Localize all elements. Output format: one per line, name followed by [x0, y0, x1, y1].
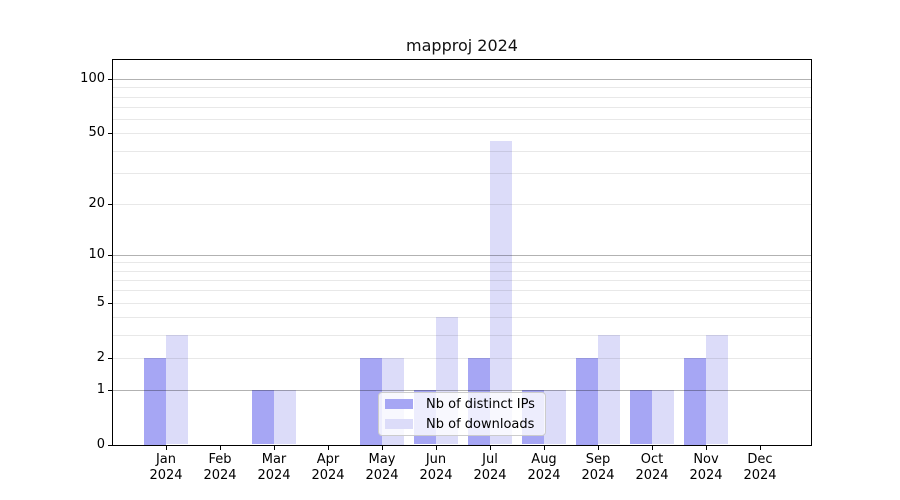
gridline-70 [113, 107, 811, 108]
gridline-8 [113, 270, 811, 272]
bar-ips-nov [684, 357, 706, 445]
xtick-label-oct: Oct 2024 [635, 452, 669, 483]
bar-downloads-aug [544, 389, 566, 445]
xtick-label-jan: Jan 2024 [149, 452, 183, 483]
xtick-label-jul: Jul 2024 [473, 452, 507, 483]
ytick-mark-100 [108, 79, 112, 81]
ytick-mark-5 [108, 302, 112, 304]
ytick-label-1: 1 [96, 381, 105, 397]
bar-downloads-oct [652, 389, 674, 445]
xtick-label-dec: Dec 2024 [743, 452, 777, 483]
xtick-mark-jul [490, 446, 491, 450]
gridline-3 [113, 334, 811, 336]
xtick-mark-oct [652, 446, 653, 450]
ytick-mark-0 [108, 444, 112, 446]
bar-downloads-mar [274, 389, 296, 445]
xtick-label-may: May 2024 [365, 452, 399, 483]
chart-title: mapproj 2024 [406, 36, 518, 55]
gridline-30 [113, 172, 811, 174]
gridline-40 [113, 150, 811, 152]
ytick-label-50: 50 [88, 125, 105, 141]
bar-ips-mar [252, 389, 274, 445]
legend: Nb of distinct IPs Nb of downloads [378, 392, 546, 436]
xtick-label-mar: Mar 2024 [257, 452, 291, 483]
bar-downloads-jul [490, 141, 512, 445]
ytick-label-100: 100 [80, 71, 105, 87]
gridline-1 [113, 389, 811, 391]
legend-item-downloads: Nb of downloads [385, 414, 537, 434]
ytick-mark-10 [108, 254, 112, 256]
gridline-2 [113, 357, 811, 359]
ytick-mark-50 [108, 133, 112, 135]
xtick-mark-dec [760, 446, 761, 450]
plot-area [112, 59, 812, 446]
xtick-mark-apr [328, 446, 329, 450]
xtick-mark-jun [436, 446, 437, 450]
gridline-10 [113, 254, 811, 256]
gridline-9 [113, 262, 811, 264]
xtick-mark-nov [706, 446, 707, 450]
xtick-mark-aug [544, 446, 545, 450]
legend-swatch-downloads [385, 419, 413, 429]
gridline-7 [113, 279, 811, 281]
gridline-20 [113, 203, 811, 205]
bar-downloads-jan [166, 334, 188, 445]
xtick-mark-mar [274, 446, 275, 450]
bar-downloads-nov [706, 334, 728, 445]
ytick-label-2: 2 [96, 349, 105, 365]
xtick-mark-feb [220, 446, 221, 450]
gridline-60 [113, 119, 811, 120]
xtick-mark-sep [598, 446, 599, 450]
bar-ips-sep [576, 357, 598, 445]
xtick-mark-jan [166, 446, 167, 450]
ytick-mark-20 [108, 203, 112, 205]
ytick-label-5: 5 [96, 294, 105, 310]
gridline-80 [113, 96, 811, 98]
xtick-label-apr: Apr 2024 [311, 452, 345, 483]
legend-swatch-distinct-ips [385, 399, 413, 409]
gridline-6 [113, 290, 811, 292]
legend-label-distinct-ips: Nb of distinct IPs [426, 396, 535, 412]
xtick-label-nov: Nov 2024 [689, 452, 723, 483]
xtick-label-feb: Feb 2024 [203, 452, 237, 483]
ytick-label-0: 0 [96, 436, 105, 452]
bar-downloads-sep [598, 334, 620, 445]
xtick-label-jun: Jun 2024 [419, 452, 453, 483]
gridline-100 [113, 79, 811, 81]
ytick-label-20: 20 [88, 195, 105, 211]
legend-item-distinct-ips: Nb of distinct IPs [385, 394, 537, 414]
xtick-label-aug: Aug 2024 [527, 452, 561, 483]
bar-ips-oct [630, 389, 652, 445]
ytick-mark-1 [108, 389, 112, 391]
xtick-mark-may [382, 446, 383, 450]
gridline-90 [113, 87, 811, 89]
bar-ips-may [360, 357, 382, 445]
ytick-label-10: 10 [88, 246, 105, 262]
bar-ips-jan [144, 357, 166, 445]
xtick-label-sep: Sep 2024 [581, 452, 615, 483]
legend-label-downloads: Nb of downloads [426, 416, 535, 432]
gridline-50 [113, 133, 811, 135]
gridline-4 [113, 317, 811, 319]
ytick-mark-2 [108, 357, 112, 359]
gridline-5 [113, 302, 811, 304]
